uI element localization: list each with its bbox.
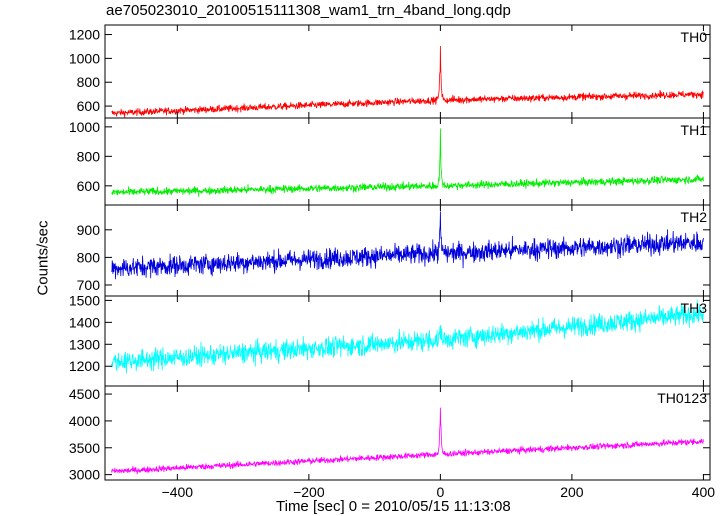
y-tick-label: 900 (77, 222, 101, 238)
x-tick-label: 200 (560, 484, 584, 500)
x-axis-label: Time [sec] 0 = 2010/05/15 11:13:08 (276, 498, 511, 515)
y-tick-label: 4000 (69, 413, 100, 429)
x-tick-label: −200 (293, 484, 325, 500)
y-tick-label: 4500 (69, 386, 100, 402)
y-tick-label: 600 (77, 98, 101, 114)
y-tick-label: 3000 (69, 467, 100, 483)
y-tick-label: 800 (77, 148, 101, 164)
series-line-th1 (111, 128, 704, 197)
y-tick-label: 1200 (69, 27, 100, 43)
panel-frame-th0 (104, 24, 711, 119)
y-tick-label: 800 (77, 249, 101, 265)
panel-label: TH2 (681, 209, 708, 225)
y-tick-label: 800 (77, 74, 101, 90)
series-line-th0123 (111, 407, 704, 475)
y-tick-label: 600 (77, 178, 101, 194)
panel-label: TH1 (681, 122, 708, 138)
y-tick-label: 1400 (69, 314, 100, 330)
series-line-th3 (111, 299, 704, 374)
panel-label: TH3 (681, 300, 708, 316)
chart-title: ae705023010_20100515111308_wam1_trn_4ban… (106, 2, 511, 19)
series-line-th0 (111, 45, 704, 118)
panel-label: TH0 (681, 29, 708, 45)
y-tick-label: 700 (77, 277, 101, 293)
y-tick-label: 1000 (69, 50, 100, 66)
x-tick-label: 0 (436, 484, 444, 500)
series-line-th2 (111, 211, 704, 280)
x-tick-label: −400 (162, 484, 194, 500)
y-axis-label: Counts/sec (34, 220, 52, 296)
panel-frame-th0123 (104, 385, 711, 481)
y-tick-label: 1300 (69, 336, 100, 352)
y-tick-label: 1500 (69, 292, 100, 308)
x-tick-label: 400 (692, 484, 716, 500)
y-tick-label: 3500 (69, 440, 100, 456)
y-tick-label: 1000 (69, 119, 100, 135)
y-tick-label: 1200 (69, 358, 100, 374)
panel-label: TH0123 (657, 390, 707, 406)
